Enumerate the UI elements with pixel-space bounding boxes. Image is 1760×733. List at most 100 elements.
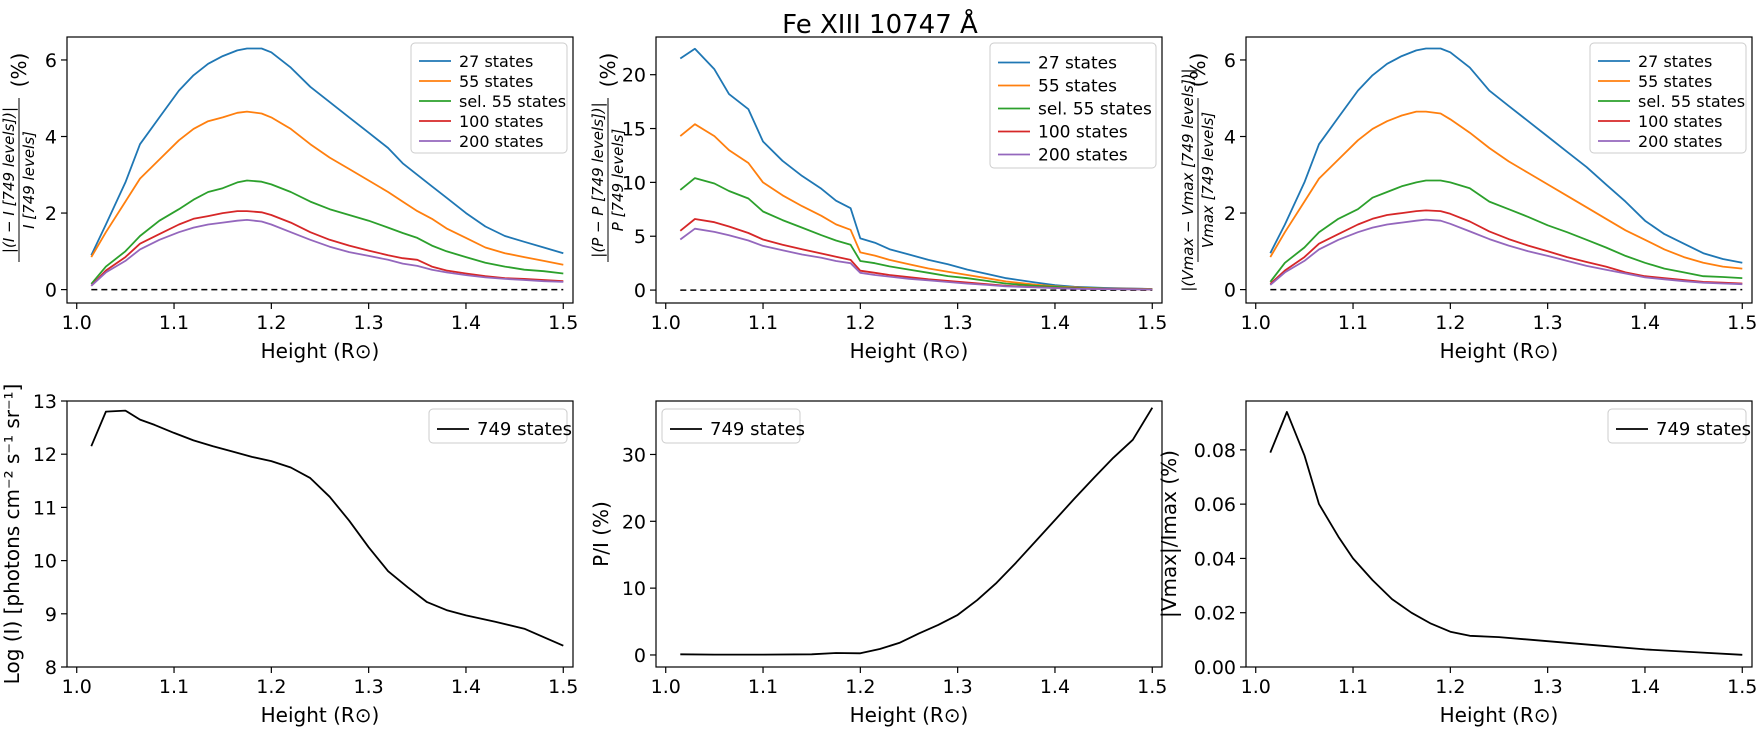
- x-axis-label: Height (R⊙): [1440, 703, 1559, 727]
- legend: 749 states: [428, 408, 572, 444]
- legend-label: 749 states: [477, 419, 572, 440]
- legend: 749 states: [661, 408, 805, 444]
- y-tick-label: 15: [622, 119, 646, 141]
- x-tick-label: 1.4: [1630, 676, 1660, 698]
- legend-label: sel. 55 states: [459, 92, 566, 111]
- x-tick-label: 1.3: [943, 676, 973, 698]
- y-tick-label: 0.02: [1194, 603, 1236, 625]
- series-line-5: [90, 218, 564, 287]
- y-tick-label: 10: [622, 172, 646, 194]
- y-tick-label: 11: [33, 497, 57, 519]
- y-axis-label: P/I (%): [589, 501, 613, 567]
- y-tick-label: 9: [45, 604, 57, 626]
- legend-label: 55 states: [1038, 77, 1117, 97]
- legend: 749 states: [1607, 408, 1751, 444]
- y-tick-label: 0: [634, 645, 646, 667]
- y-label-denominator: P [749 levels]: [609, 129, 627, 232]
- y-label-denominator: Vmax [749 levels]: [1199, 112, 1217, 248]
- x-tick-label: 1.5: [1727, 676, 1757, 698]
- legend-label: 100 states: [1638, 112, 1723, 131]
- legend-box: [1607, 408, 1747, 444]
- legend-label: sel. 55 states: [1638, 92, 1745, 111]
- y-axis-label: |(Vmax − Vmax [749 levels])| Vmax [749 le…: [1179, 53, 1217, 292]
- x-tick-label: 1.2: [845, 676, 875, 698]
- panels: 1.0 1.1 1.2 1.3 1.4 1.5 0 2 4 6 Height (R⊙) |(I − I…: [0, 36, 1757, 727]
- x-tick-label: 1.3: [354, 312, 384, 334]
- y-tick-label: 0.04: [1194, 548, 1236, 570]
- x-tick-label: 1.0: [651, 312, 681, 334]
- y-label-unit: (%): [7, 53, 31, 88]
- series-line-1: [1269, 410, 1743, 656]
- axes-frame: [655, 400, 1163, 668]
- series-line-1: [679, 47, 1153, 290]
- legend-box: [410, 42, 568, 154]
- x-tick-label: 1.0: [1241, 676, 1271, 698]
- x-tick-label: 1.2: [845, 312, 875, 334]
- series-line-5: [1269, 218, 1743, 286]
- x-tick-label: 1.0: [1241, 312, 1271, 334]
- x-tick-label: 1.1: [1338, 312, 1368, 334]
- x-tick-label: 1.5: [548, 676, 578, 698]
- x-tick-label: 1.4: [1630, 312, 1660, 334]
- x-tick-label: 1.0: [62, 676, 92, 698]
- panel-5: 1.0 1.1 1.2 1.3 1.4 1.5 0 10 20 30 Height (R⊙) P/I …: [589, 400, 1167, 727]
- legend-label: 55 states: [1638, 72, 1712, 91]
- x-tick-label: 1.2: [256, 312, 286, 334]
- series-line-3: [679, 177, 1153, 291]
- panel-4: 1.0 1.1 1.2 1.3 1.4 1.5 8 9 10 11 12 13 Height (R⊙) L…: [0, 384, 578, 727]
- legend-label: 749 states: [710, 419, 805, 440]
- y-tick-label: 10: [622, 578, 646, 600]
- x-axis-label: Height (R⊙): [850, 339, 969, 363]
- x-tick-label: 1.4: [451, 676, 481, 698]
- series-line-3: [1269, 179, 1743, 283]
- x-tick-label: 1.1: [748, 676, 778, 698]
- y-tick-label: 0.00: [1194, 657, 1236, 679]
- legend-label: 749 states: [1656, 419, 1751, 440]
- legend-label: 100 states: [459, 112, 544, 131]
- y-tick-label: 4: [1224, 127, 1236, 149]
- y-tick-label: 6: [45, 50, 57, 72]
- y-tick-label: 2: [45, 203, 57, 225]
- y-tick-label: 8: [45, 657, 57, 679]
- y-label-numerator: |(Vmax − Vmax [749 levels])|: [1179, 68, 1197, 291]
- axes-frame: [66, 36, 574, 304]
- legend-box: [989, 42, 1157, 169]
- series-line-2: [90, 110, 564, 266]
- y-label-numerator: |(P − P [749 levels])|: [589, 102, 607, 257]
- series-line-4: [90, 210, 564, 287]
- legend-box: [428, 408, 568, 444]
- x-tick-label: 1.0: [651, 676, 681, 698]
- y-tick-label: 13: [33, 391, 57, 413]
- x-tick-label: 1.5: [1137, 312, 1167, 334]
- legend-label: sel. 55 states: [1038, 100, 1152, 120]
- x-tick-label: 1.3: [1533, 676, 1563, 698]
- x-tick-label: 1.1: [748, 312, 778, 334]
- series-line-5: [679, 227, 1153, 291]
- y-axis-label: |Vmax|/Imax (%): [1157, 450, 1181, 618]
- series-line-3: [90, 179, 564, 285]
- x-tick-label: 1.5: [1727, 312, 1757, 334]
- x-tick-label: 1.0: [62, 312, 92, 334]
- axes-frame: [655, 36, 1163, 304]
- y-tick-label: 5: [634, 226, 646, 248]
- y-tick-label: 6: [1224, 50, 1236, 72]
- y-axis-label: |(P − P [749 levels])| P [749 levels] (%): [589, 53, 627, 262]
- legend-label: 200 states: [1038, 146, 1128, 166]
- y-axis-label: |(I − I [749 levels])| I [749 levels] (%): [0, 53, 38, 262]
- y-tick-label: 0.06: [1194, 494, 1236, 516]
- series-line-4: [1269, 209, 1743, 285]
- panel-1: 1.0 1.1 1.2 1.3 1.4 1.5 0 2 4 6 Height (R⊙) |(I − I…: [0, 36, 578, 363]
- series-line-2: [1269, 110, 1743, 270]
- series-line-1: [90, 47, 564, 256]
- legend-label: 27 states: [1038, 54, 1117, 74]
- series-line-1: [680, 407, 1154, 656]
- legend-label: 200 states: [1638, 132, 1723, 151]
- legend-box: [661, 408, 801, 444]
- axes-frame: [1245, 400, 1753, 668]
- x-tick-label: 1.2: [1435, 312, 1465, 334]
- y-label-denominator: I [749 levels]: [20, 131, 38, 229]
- x-tick-label: 1.3: [1533, 312, 1563, 334]
- x-tick-label: 1.1: [159, 312, 189, 334]
